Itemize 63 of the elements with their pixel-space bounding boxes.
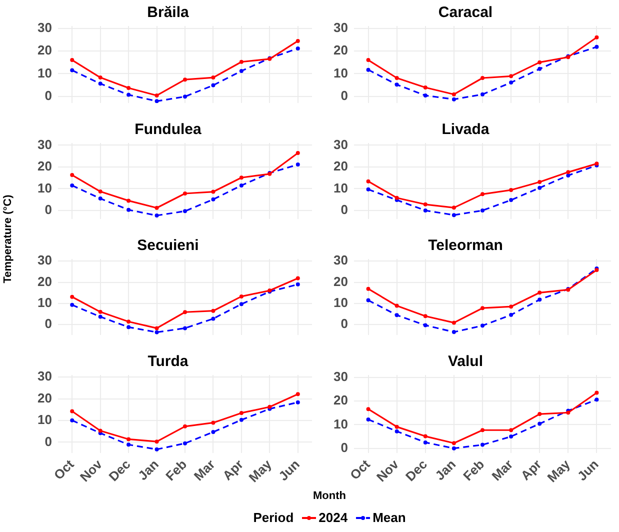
chart-title: Turda — [148, 353, 189, 370]
x-tick-label: Nov — [374, 456, 402, 485]
y-tick-label: 0 — [340, 88, 348, 103]
chart-title: Brăila — [147, 4, 190, 22]
y-tick-label: 0 — [340, 202, 348, 218]
x-tick-label: Jun — [574, 456, 602, 484]
chart-title: Fundulea — [134, 121, 202, 138]
x-tick-label: May — [246, 456, 275, 486]
legend-title: Period — [253, 510, 294, 525]
y-tick-label: 20 — [38, 42, 52, 58]
y-tick-label: 30 — [334, 368, 348, 384]
x-tick-label: Nov — [77, 456, 106, 485]
y-tick-label: 10 — [38, 180, 52, 196]
y-tick-label: 30 — [38, 252, 52, 268]
x-tick-label: Jan — [432, 456, 459, 484]
x-tick-label: Feb — [460, 456, 488, 484]
y-tick-label: 20 — [38, 390, 52, 406]
y-tick-label: 30 — [334, 252, 348, 268]
x-tick-label: Apr — [220, 456, 246, 484]
y-tick-label: 10 — [38, 295, 52, 310]
x-tick-label: May — [544, 456, 574, 486]
chart-title: Teleorman — [428, 237, 503, 254]
y-tick-label: 10 — [38, 65, 52, 80]
x-tick-label: Jan — [134, 456, 162, 484]
x-tick-label: Dec — [106, 456, 134, 484]
y-tick-label: 10 — [334, 416, 348, 432]
y-tick-label: 0 — [340, 440, 348, 455]
y-tick-label: 30 — [334, 20, 348, 35]
y-axis-title: Temperature (°C) — [2, 194, 14, 286]
y-tick-label: 0 — [44, 202, 52, 218]
y-tick-label: 0 — [44, 316, 52, 332]
y-tick-label: 20 — [334, 274, 348, 289]
y-tick-label: 30 — [334, 136, 348, 152]
x-tick-label: Mar — [190, 456, 218, 484]
y-tick-label: 30 — [38, 20, 52, 35]
legend-label: 2024 — [318, 510, 348, 525]
y-tick-label: 30 — [38, 368, 52, 384]
chart-title: Secuieni — [137, 237, 199, 254]
x-tick-label: Oct — [347, 456, 374, 483]
x-axis-title: Month — [312, 490, 347, 502]
y-tick-label: 10 — [334, 65, 348, 80]
y-tick-label: 0 — [340, 316, 348, 332]
y-tick-label: 10 — [38, 412, 52, 428]
chart-title: Livada — [442, 121, 490, 138]
x-tick-label: Jun — [276, 456, 303, 484]
y-tick-label: 10 — [334, 295, 348, 310]
x-tick-label: Dec — [402, 456, 430, 484]
y-tick-label: 10 — [334, 180, 348, 196]
x-tick-label: Mar — [488, 456, 516, 484]
x-tick-label: Apr — [518, 456, 544, 484]
y-tick-label: 30 — [38, 136, 52, 152]
y-tick-label: 20 — [38, 274, 52, 289]
y-tick-label: 0 — [44, 88, 52, 103]
y-tick-label: 20 — [334, 392, 348, 408]
x-tick-label: Feb — [162, 456, 190, 484]
y-tick-label: 20 — [334, 42, 348, 58]
chart-title: Caracal — [438, 4, 493, 22]
legend-label: Mean — [372, 510, 406, 525]
chart-title: Valul — [448, 353, 484, 370]
y-tick-label: 20 — [38, 158, 52, 174]
x-tick-label: Oct — [50, 456, 78, 483]
y-tick-label: 20 — [334, 158, 348, 174]
y-tick-label: 0 — [44, 434, 52, 449]
